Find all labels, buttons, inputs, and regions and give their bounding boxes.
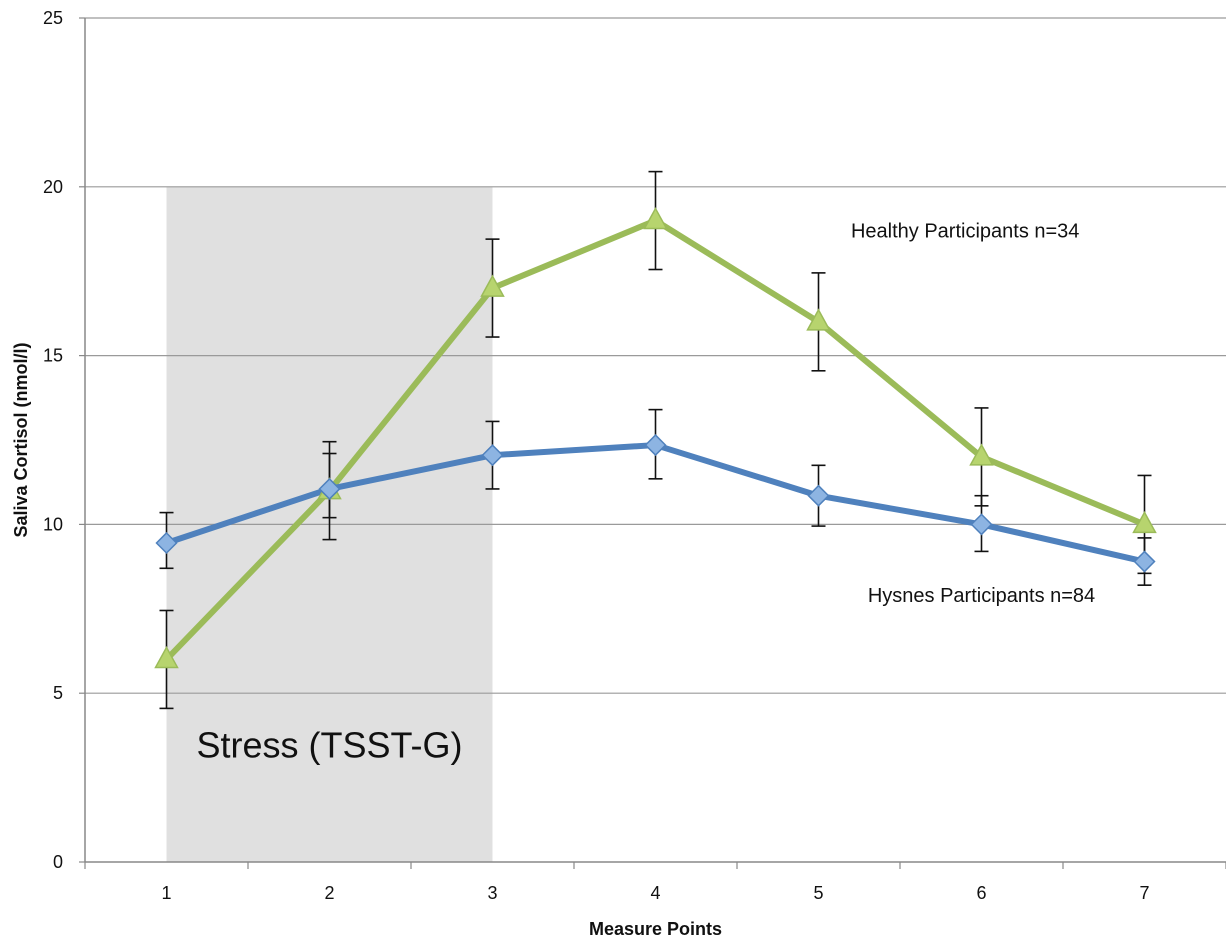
axes-layer: 0 5 10 15 20 25 1 2 3 4 5 6 7 (43, 8, 1226, 903)
x-tick-label-6: 6 (976, 883, 986, 903)
annotation-healthy: Healthy Participants n=34 (851, 220, 1079, 242)
data-point-healthy-3 (480, 274, 505, 297)
x-tick-label-2: 2 (324, 883, 334, 903)
series-layer (154, 170, 1157, 710)
x-tick-label-4: 4 (650, 883, 660, 903)
y-tick-label-15: 15 (43, 346, 63, 366)
data-point-healthy-4 (643, 207, 668, 230)
data-point-hysnes-1 (155, 531, 178, 555)
y-tick-label-25: 25 (43, 8, 63, 28)
y-tick-label-5: 5 (53, 683, 63, 703)
y-tick-label-0: 0 (53, 852, 63, 872)
annotations-layer: Healthy Participants n=34 Hysnes Partici… (851, 220, 1095, 607)
x-axis-title: Measure Points (589, 919, 722, 939)
data-point-healthy-5 (806, 308, 831, 331)
y-tick-label-20: 20 (43, 177, 63, 197)
x-tick-label-1: 1 (161, 883, 171, 903)
data-point-hysnes-6 (970, 513, 993, 536)
gridlines-layer (85, 17, 1226, 694)
data-point-healthy-7 (1132, 510, 1157, 534)
data-point-hysnes-4 (644, 434, 667, 457)
annotation-hysnes: Hysnes Participants n=84 (868, 585, 1095, 607)
data-point-healthy-6 (969, 443, 994, 466)
shaded-region-label: Stress (TSST-G) (196, 724, 462, 765)
data-point-hysnes-2 (318, 477, 341, 501)
x-tick-label-3: 3 (487, 883, 497, 903)
data-point-healthy-1 (154, 645, 179, 669)
data-point-hysnes-7 (1133, 550, 1156, 573)
x-tick-label-7: 7 (1139, 883, 1149, 903)
data-point-hysnes-3 (481, 444, 504, 467)
data-point-hysnes-5 (807, 484, 830, 507)
y-tick-label-10: 10 (43, 514, 63, 534)
y-axis-title: Saliva Cortisol (nmol/l) (11, 342, 31, 537)
x-tick-label-5: 5 (813, 883, 823, 903)
